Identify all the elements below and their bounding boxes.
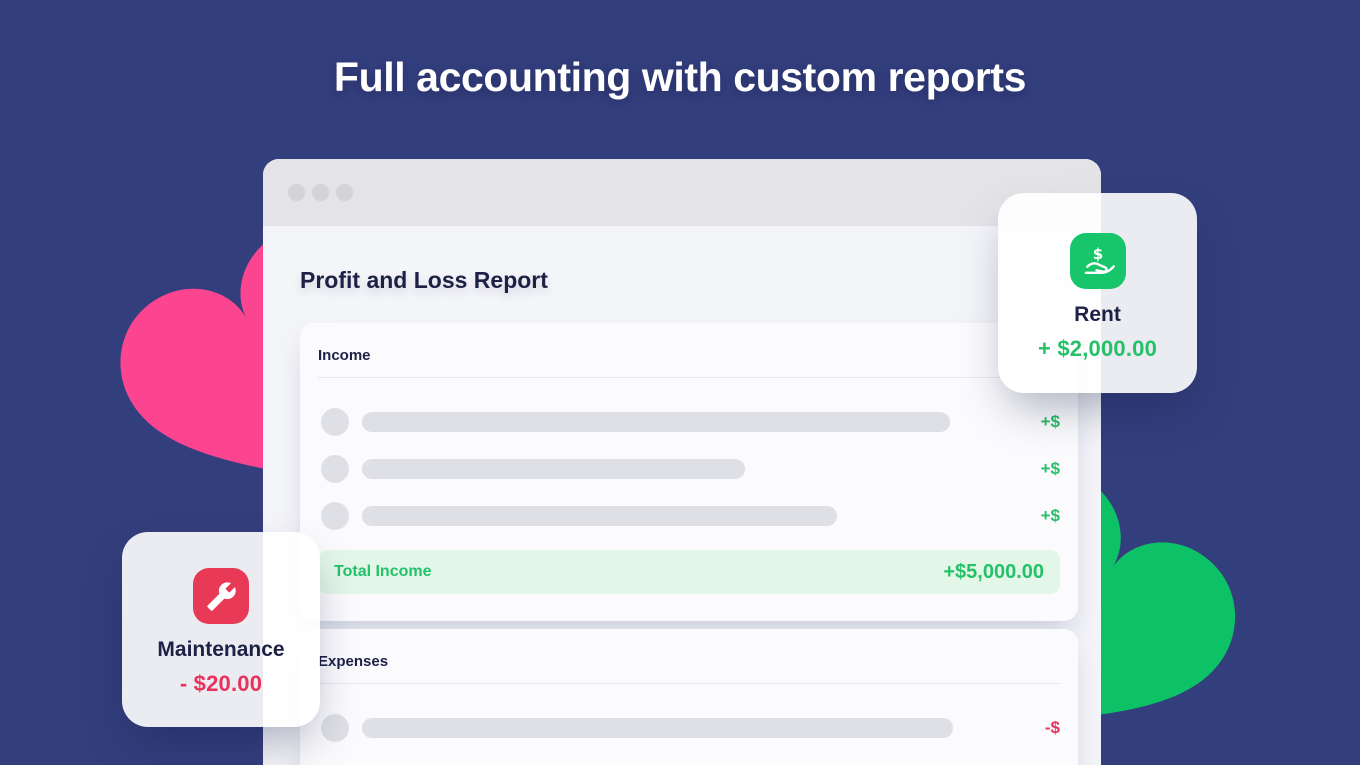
- text-placeholder-bar: [362, 717, 953, 738]
- maintenance-amount: - $20.00: [179, 671, 263, 696]
- expenses-section-label: Expenses: [318, 653, 389, 670]
- placeholder-row: -$: [318, 704, 1060, 751]
- total-income-amount: +$5,000.00: [943, 560, 1044, 583]
- total-income-row: Total Income +$5,000.00: [318, 550, 1060, 594]
- row-amount: +$: [1040, 458, 1060, 478]
- placeholder-row: +$: [318, 398, 1060, 445]
- row-amount: -$: [1044, 717, 1060, 737]
- rent-card: $ Rent + $2,000.00: [998, 193, 1197, 393]
- avatar-placeholder: [321, 501, 349, 530]
- divider: [318, 683, 1060, 684]
- window-dot-icon: [336, 184, 353, 201]
- income-section-label: Income: [318, 347, 371, 364]
- wrench-icon: [193, 568, 249, 624]
- row-amount: +$: [1040, 505, 1060, 525]
- report-title: Profit and Loss Report: [300, 267, 548, 293]
- text-placeholder-bar: [362, 505, 837, 526]
- text-placeholder-bar: [362, 458, 745, 479]
- svg-text:$: $: [1092, 245, 1102, 263]
- placeholder-row: +$: [318, 445, 1060, 492]
- browser-titlebar: [263, 159, 1101, 226]
- window-dot-icon: [312, 184, 329, 201]
- hero-title: Full accounting with custom reports: [333, 54, 1027, 100]
- maintenance-label: Maintenance: [157, 638, 285, 661]
- window-dot-icon: [288, 184, 305, 201]
- income-placeholder-rows: +$ +$ +$: [318, 398, 1060, 539]
- hand-receiving-dollar-icon: $: [1069, 233, 1126, 289]
- placeholder-row: +$: [318, 492, 1060, 539]
- maintenance-card: Maintenance - $20.00: [122, 532, 320, 727]
- avatar-placeholder: [321, 713, 349, 742]
- avatar-placeholder: [321, 407, 349, 436]
- total-income-label: Total Income: [334, 563, 432, 580]
- expenses-placeholder-rows: -$: [318, 704, 1060, 751]
- browser-window: Profit and Loss Report Income +$ +$ +$ Tot…: [263, 159, 1101, 765]
- row-amount: +$: [1040, 411, 1060, 431]
- divider: [318, 377, 1060, 378]
- text-placeholder-bar: [362, 411, 950, 432]
- rent-label: Rent: [1074, 303, 1121, 326]
- rent-amount: + $2,000.00: [1037, 336, 1158, 361]
- income-panel: Income +$ +$ +$ Total Income +$5,000.00: [300, 323, 1078, 621]
- expenses-panel: Expenses -$: [300, 629, 1078, 765]
- avatar-placeholder: [321, 454, 349, 483]
